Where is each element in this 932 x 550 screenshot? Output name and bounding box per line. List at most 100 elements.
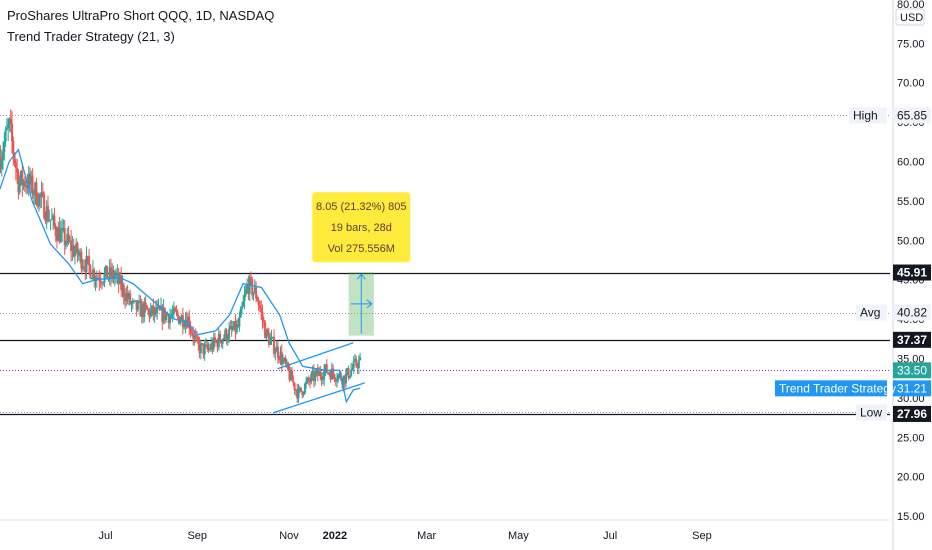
candle-body <box>351 368 354 370</box>
candle-body <box>229 326 232 329</box>
candle-body <box>298 387 301 389</box>
candle-body <box>207 348 210 350</box>
price-tick-label: 25.00 <box>897 432 925 444</box>
candle-body <box>282 359 285 364</box>
indicator-legend[interactable]: Trend Trader Strategy (21, 3) <box>7 29 175 44</box>
candle-body <box>305 381 308 385</box>
candle-body <box>197 338 200 344</box>
candle-body <box>195 336 198 339</box>
candle-body <box>285 362 288 365</box>
candle-body <box>103 272 106 283</box>
candle-body <box>175 310 178 313</box>
candle-body <box>347 368 350 378</box>
candle-body <box>288 370 291 380</box>
candle-body <box>338 373 341 375</box>
candle-body <box>153 307 156 315</box>
candle-body <box>79 251 82 256</box>
candle-body <box>99 281 102 283</box>
candle-body <box>93 269 96 281</box>
candle-body <box>68 240 71 242</box>
candle-body <box>12 141 15 155</box>
candle-body <box>309 381 312 383</box>
candle-body <box>85 255 88 272</box>
candle-body <box>262 320 265 323</box>
candle-body <box>323 370 326 380</box>
candle-body <box>5 128 8 130</box>
trend-trader-path <box>0 148 361 404</box>
candle-body <box>162 307 165 322</box>
candle-body <box>14 163 17 169</box>
candle-body <box>210 343 213 350</box>
candle-body <box>44 218 47 222</box>
candle-body <box>144 302 147 307</box>
candle-body <box>124 296 127 302</box>
price-tag-high <box>849 107 887 124</box>
candle-body <box>84 267 87 272</box>
candle-body <box>121 284 124 291</box>
candle-body <box>280 351 283 364</box>
candle-body <box>329 373 332 380</box>
candle-body <box>337 374 340 380</box>
candle-body <box>108 267 111 278</box>
candle-body <box>134 300 137 302</box>
candle-body <box>188 316 191 329</box>
time-tick-label: Sep <box>692 530 712 542</box>
candle-body <box>3 141 6 152</box>
candle-body <box>115 274 118 277</box>
price-tick-label: 80.00 <box>897 0 925 11</box>
candle-body <box>41 192 44 195</box>
candle-body <box>95 277 98 280</box>
candle-body <box>319 371 322 377</box>
candle-body <box>126 293 129 300</box>
candle-body <box>91 269 94 279</box>
candle-body <box>185 320 188 328</box>
candle-body <box>0 157 2 170</box>
candle-body <box>34 182 37 195</box>
candle-body <box>283 358 286 360</box>
candle-body <box>53 215 56 226</box>
candle-body <box>138 300 141 302</box>
price-badge-label-last-price: 33.50 <box>897 363 927 377</box>
candle-body <box>194 335 197 337</box>
candle-body <box>125 293 128 302</box>
time-axis: Jul Sep Nov 2022 Mar May Jul Sep <box>0 519 890 542</box>
candle-body <box>62 227 65 229</box>
candle-body <box>249 276 252 280</box>
price-badge-support <box>893 405 931 422</box>
candle-body <box>50 218 53 220</box>
candle-body <box>355 359 358 366</box>
candle-body <box>7 124 10 129</box>
price-tag-label-indicator: Trend Trader Strategy <box>779 381 896 395</box>
price-badge-label-high: 65.85 <box>897 108 927 122</box>
candle-body <box>117 272 120 284</box>
candle-body <box>266 329 269 335</box>
candle-body <box>222 337 225 340</box>
candle-body <box>9 118 12 124</box>
candle-body <box>172 307 175 314</box>
candle-body <box>293 382 296 391</box>
candle-body <box>31 175 34 195</box>
price-badges: 45.91 65.85 High 40.82 Avg 37.37 33.50 31.21Tre… <box>775 107 931 422</box>
candle-body <box>215 341 218 343</box>
candle-body <box>224 329 227 338</box>
candle-body <box>106 265 109 280</box>
price-badge-high <box>893 107 931 124</box>
candle-body <box>86 255 89 257</box>
candle-body <box>122 284 125 297</box>
candle-body <box>230 326 233 330</box>
candle-body <box>333 374 336 380</box>
candle-body <box>318 371 321 376</box>
measure-tooltip-line: Vol 275.556M <box>328 243 395 255</box>
candle-body <box>140 304 143 317</box>
candle-body <box>279 351 282 361</box>
candle-body <box>307 378 310 382</box>
candle-body <box>296 389 299 399</box>
time-tick-label: Sep <box>187 530 207 542</box>
candle-body <box>257 300 260 306</box>
candle-body <box>356 365 359 369</box>
candle-body <box>219 333 222 342</box>
candle-body <box>208 348 211 350</box>
candle-body <box>32 194 35 196</box>
candle-body <box>143 302 146 318</box>
